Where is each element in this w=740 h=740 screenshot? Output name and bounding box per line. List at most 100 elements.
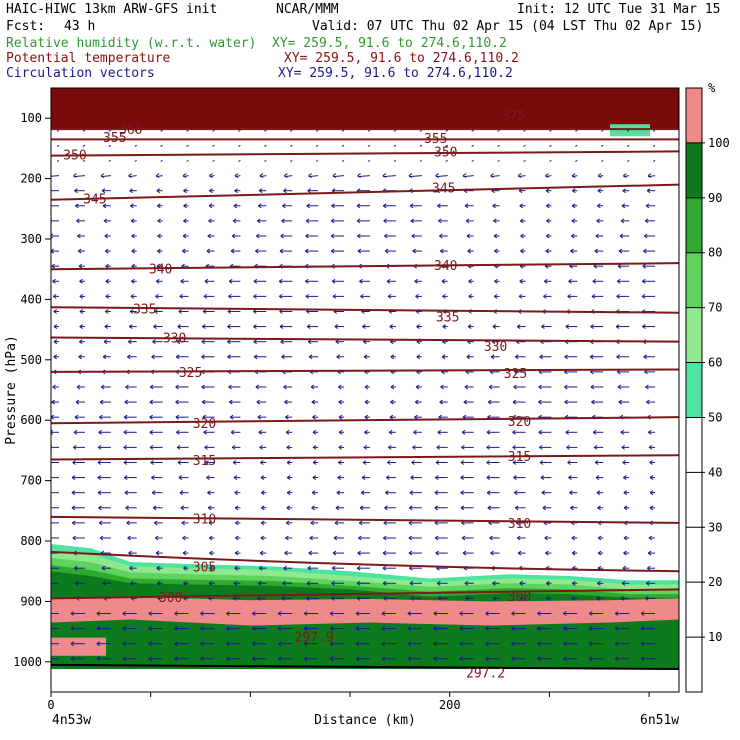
vector-head: [642, 265, 647, 269]
vector-head: [306, 203, 311, 207]
vector-head: [646, 401, 650, 405]
terrain-line: [51, 663, 679, 671]
vector-shaft: [186, 129, 189, 132]
vector-head: [122, 658, 127, 662]
vector-head: [440, 250, 444, 254]
vector-head: [282, 371, 286, 375]
vector-head: [47, 476, 50, 478]
vector-head: [409, 205, 414, 209]
vector-head: [435, 550, 439, 554]
vector-head: [571, 597, 576, 601]
vector-head: [200, 641, 204, 645]
vector-head: [337, 475, 341, 478]
vector-head: [330, 220, 335, 224]
vector-head: [491, 190, 495, 194]
vector-head: [148, 611, 152, 614]
vector-head: [97, 492, 102, 496]
vector-shaft: [471, 160, 474, 162]
vector-head: [155, 173, 160, 176]
vector-head: [568, 475, 572, 478]
vector-head: [208, 220, 212, 224]
vector-head: [208, 582, 213, 586]
vector-head: [407, 626, 412, 629]
vector-head: [594, 460, 599, 463]
vector-head: [101, 567, 106, 571]
vector-head: [284, 173, 288, 176]
theta-label-355: 355: [103, 131, 126, 146]
vector-head: [467, 324, 472, 327]
vector-head: [519, 582, 523, 586]
vector-head: [177, 460, 182, 463]
vector-head: [148, 658, 152, 662]
vector-head: [614, 643, 619, 647]
vector-head: [514, 492, 518, 496]
vector-head: [312, 475, 317, 478]
vector-head: [104, 324, 109, 327]
vector-head: [492, 203, 496, 207]
vector-head: [127, 356, 131, 360]
vector-head: [546, 595, 550, 599]
vector-head: [177, 462, 182, 465]
vector-head: [642, 326, 646, 329]
vector-head: [122, 613, 127, 616]
vector-head: [234, 173, 239, 176]
vector-head: [485, 658, 489, 662]
vector-head: [492, 580, 496, 584]
vector-head: [203, 429, 207, 433]
y-tick-label: 500: [20, 353, 42, 367]
vector-head: [203, 295, 208, 299]
vector-shaft: [212, 129, 215, 132]
vector-head: [283, 567, 287, 571]
vector-head: [79, 280, 83, 284]
vector-head: [364, 399, 369, 403]
vector-head: [105, 263, 109, 267]
vector-head: [179, 295, 183, 299]
vector-head: [594, 462, 599, 465]
vector-head: [356, 567, 361, 571]
vector-head: [464, 386, 469, 390]
vector-head: [520, 250, 524, 254]
vector-head: [286, 505, 291, 509]
vector-head: [357, 233, 361, 237]
vector-head: [486, 444, 490, 448]
vector-head: [51, 460, 52, 462]
vector-head: [571, 218, 576, 222]
vector-head: [99, 537, 104, 541]
vector-head: [129, 567, 133, 571]
vector-head: [306, 580, 311, 584]
vector-head: [46, 176, 49, 178]
vector-head: [519, 218, 524, 222]
vector-head: [592, 431, 597, 435]
vector-head: [156, 565, 161, 569]
y-tick-label: 1000: [13, 655, 42, 669]
vector-head: [230, 248, 235, 252]
vector-head: [202, 416, 207, 420]
vector-head: [389, 416, 394, 420]
vector-head: [438, 218, 442, 222]
vector-head: [131, 280, 135, 284]
vector-head: [433, 626, 438, 629]
vector-head: [464, 203, 469, 207]
vector-head: [331, 203, 335, 207]
colorbar-tick-label: 60: [708, 356, 722, 370]
vector-head: [148, 613, 152, 616]
vector-shaft: [82, 160, 86, 162]
vector-head: [467, 341, 471, 345]
vector-head: [78, 263, 83, 267]
vector-head: [183, 220, 187, 224]
vector-head: [174, 611, 178, 614]
vector-head: [588, 628, 593, 631]
vector-head: [461, 522, 465, 526]
vector-head: [174, 643, 178, 647]
vector-head: [52, 295, 57, 299]
vector-head: [590, 384, 595, 388]
vector-head: [589, 354, 594, 358]
vector-head: [178, 311, 182, 314]
vector-head: [649, 462, 653, 465]
vector-head: [461, 537, 466, 541]
vector-head: [303, 658, 308, 662]
vector-head: [571, 175, 576, 178]
vector-head: [183, 188, 187, 192]
vector-head: [407, 611, 412, 614]
vector-head: [234, 552, 239, 556]
